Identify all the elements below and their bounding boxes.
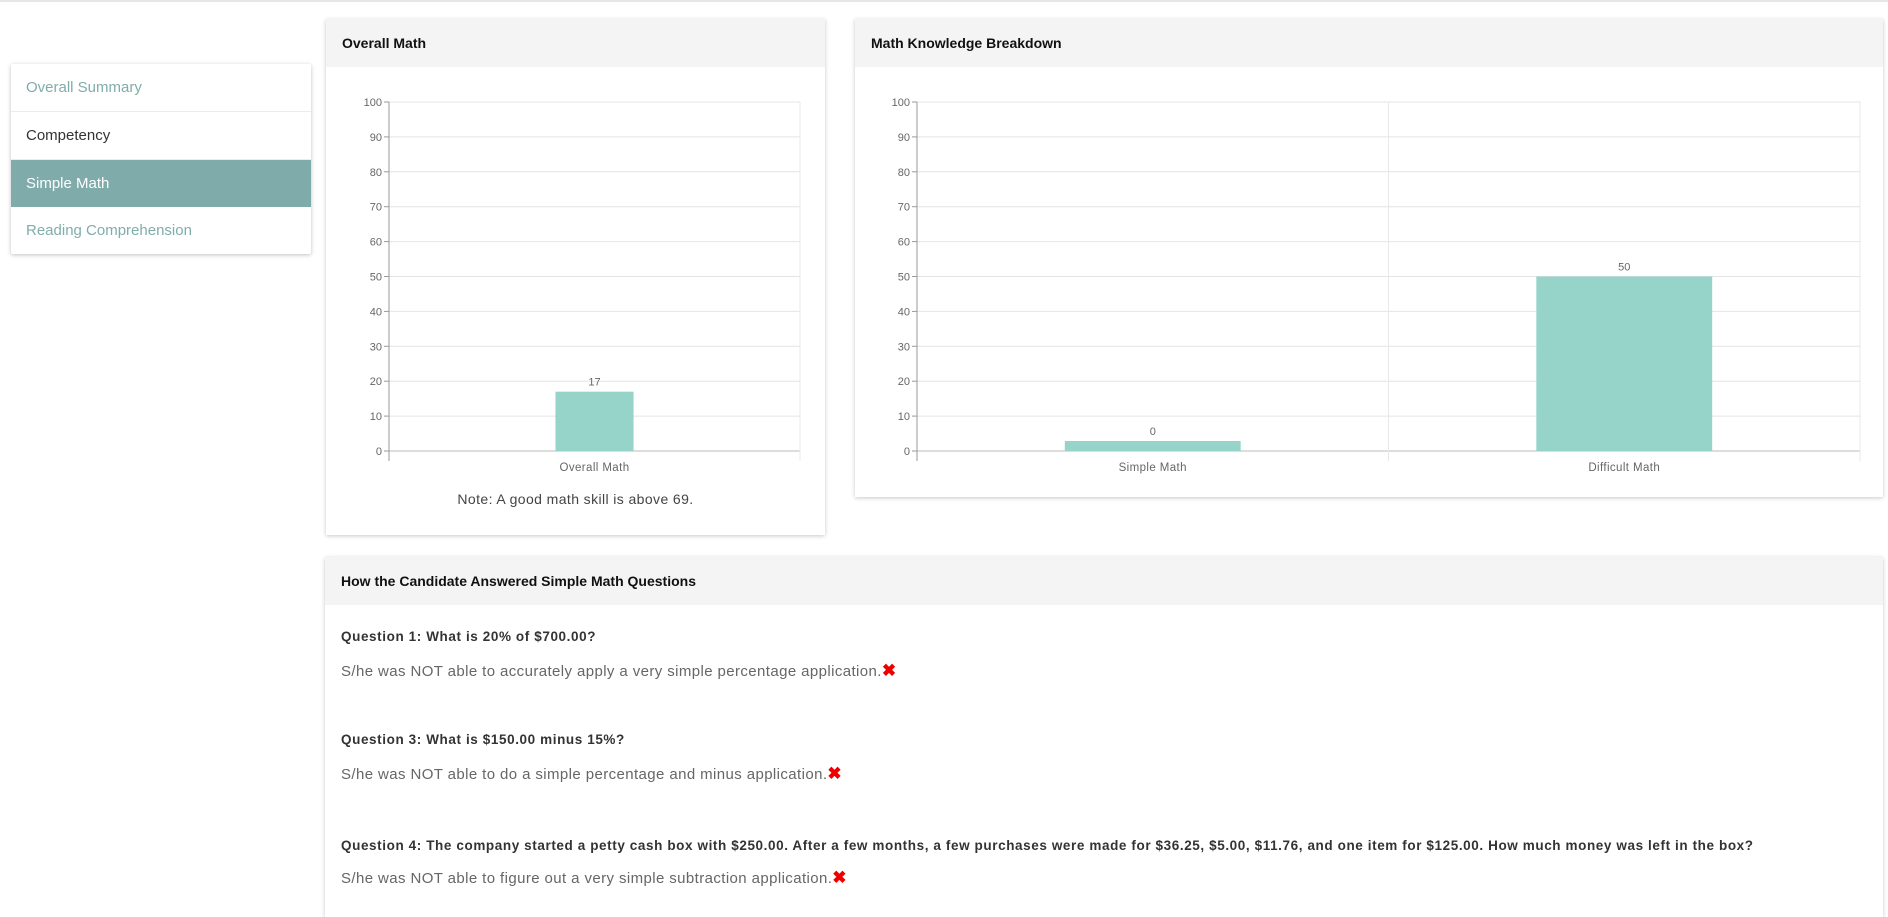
- y-tick-label: 30: [898, 341, 910, 353]
- y-tick-label: 10: [898, 411, 910, 423]
- chart-note: Note: A good math skill is above 69.: [457, 491, 694, 507]
- x-tick-label: Difficult Math: [1588, 462, 1660, 474]
- math-breakdown-card: Math Knowledge Breakdown: [855, 19, 1883, 497]
- card-title: Overall Math: [326, 19, 825, 67]
- sidebar-item-competency[interactable]: Competency: [11, 112, 311, 160]
- y-tick-label: 20: [898, 376, 910, 388]
- y-tick-label: 70: [898, 202, 910, 214]
- question-3: Question 3: What is $150.00 minus 15%?: [341, 732, 625, 747]
- top-divider: [0, 0, 1888, 2]
- data-label: 17: [588, 377, 600, 389]
- sidebar-item-simple-math[interactable]: Simple Math: [11, 160, 311, 207]
- x-tick-label: Simple Math: [1119, 462, 1187, 474]
- y-tick-label: 100: [892, 97, 910, 109]
- math-breakdown-chart: 0 10 20 30 40 50 60 70 80 90 100 0 Simple Math 50 Diff…: [892, 97, 1861, 474]
- y-tick-label: 10: [370, 411, 382, 423]
- y-tick-label: 60: [898, 237, 910, 249]
- y-tick-label: 90: [370, 132, 382, 144]
- card-title: Math Knowledge Breakdown: [855, 19, 1883, 67]
- sidebar-nav: Overall Summary Competency Simple Math R…: [11, 64, 311, 254]
- y-tick-label: 30: [370, 341, 382, 353]
- y-tick-label: 0: [904, 446, 910, 458]
- answer-text: S/he was NOT able to figure out a very s…: [341, 870, 833, 887]
- y-tick-label: 80: [898, 167, 910, 179]
- red-x-icon: ✖: [827, 764, 843, 783]
- data-label: 0: [1150, 426, 1156, 438]
- question-1: Question 1: What is 20% of $700.00?: [341, 629, 597, 644]
- question-4: Question 4: The company started a petty …: [341, 838, 1754, 853]
- questions-card: How the Candidate Answered Simple Math Q…: [325, 557, 1883, 917]
- bar-simple-math: [1064, 441, 1241, 451]
- bar-overall-math: [555, 391, 634, 451]
- bar-difficult-math: [1536, 276, 1713, 451]
- sidebar-item-reading-comprehension[interactable]: Reading Comprehension: [26, 222, 192, 239]
- y-tick-label: 20: [370, 376, 382, 388]
- x-tick-label: Overall Math: [560, 462, 630, 474]
- answer-1: S/he was NOT able to accurately apply a …: [341, 661, 896, 681]
- answer-text: S/he was NOT able to accurately apply a …: [341, 663, 882, 680]
- y-tick-label: 90: [898, 132, 910, 144]
- answer-text: S/he was NOT able to do a simple percent…: [341, 766, 828, 783]
- y-tick-label: 0: [376, 446, 382, 458]
- sidebar-item-overall-summary[interactable]: Overall Summary: [11, 64, 311, 112]
- card-title: How the Candidate Answered Simple Math Q…: [325, 557, 1883, 605]
- red-x-icon: ✖: [881, 661, 897, 680]
- answer-3: S/he was NOT able to do a simple percent…: [341, 764, 842, 784]
- data-label: 50: [1618, 262, 1630, 274]
- y-tick-label: 70: [370, 202, 382, 214]
- red-x-icon: ✖: [832, 868, 847, 887]
- y-tick-label: 50: [898, 272, 910, 284]
- y-tick-label: 40: [898, 306, 910, 318]
- y-tick-label: 100: [364, 97, 382, 109]
- y-tick-label: 40: [370, 306, 382, 318]
- overall-math-chart: 0 10 20 30 40 50 60 70 80 90 100 17 Overall Math: [364, 97, 801, 474]
- answer-4: S/he was NOT able to figure out a very s…: [341, 868, 847, 888]
- y-tick-label: 50: [370, 272, 382, 284]
- y-tick-label: 80: [370, 167, 382, 179]
- y-tick-label: 60: [370, 237, 382, 249]
